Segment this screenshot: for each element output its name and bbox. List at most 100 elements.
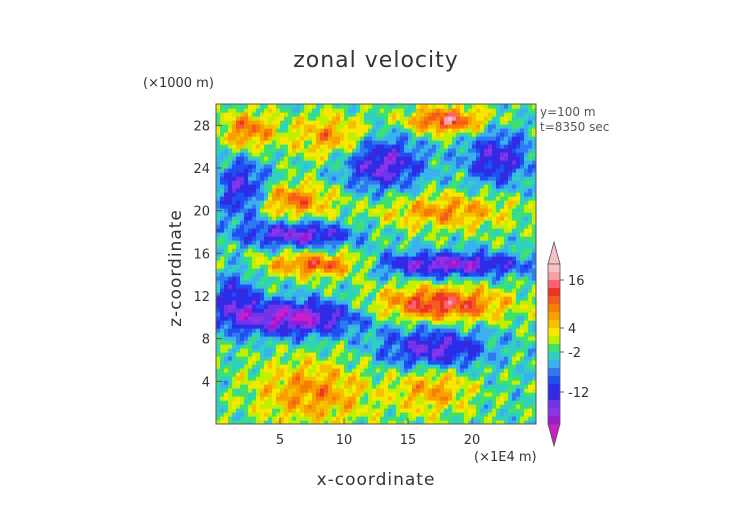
contour-cell [416, 236, 421, 241]
contour-cell [400, 300, 405, 305]
contour-cell [228, 384, 233, 389]
contour-cell [420, 356, 425, 361]
contour-cell [288, 336, 293, 341]
contour-cell [228, 332, 233, 337]
contour-cell [532, 332, 536, 337]
contour-cell [256, 396, 261, 401]
contour-cell [328, 316, 333, 321]
contour-cell [404, 176, 409, 181]
contour-cell [456, 376, 461, 381]
contour-cell [388, 384, 393, 389]
contour-cell [364, 296, 369, 301]
contour-cell [312, 264, 317, 269]
contour-cell [328, 288, 333, 293]
contour-cell [300, 216, 305, 221]
contour-cell [356, 252, 361, 257]
contour-cell [292, 376, 297, 381]
contour-cell [420, 264, 425, 269]
contour-cell [448, 384, 453, 389]
contour-cell [404, 188, 409, 193]
contour-cell [424, 176, 429, 181]
contour-cell [500, 244, 505, 249]
contour-cell [340, 376, 345, 381]
contour-cell [308, 288, 313, 293]
contour-cell [320, 340, 325, 345]
contour-cell [424, 388, 429, 393]
contour-cell [392, 356, 397, 361]
contour-cell [416, 292, 421, 297]
contour-cell [464, 292, 469, 297]
contour-cell [440, 232, 445, 237]
contour-cell [340, 200, 345, 205]
contour-cell [520, 368, 525, 373]
contour-cell [436, 300, 441, 305]
contour-cell [376, 332, 381, 337]
contour-cell [412, 384, 417, 389]
contour-cell [340, 420, 345, 424]
contour-cell [520, 212, 525, 217]
contour-cell [356, 360, 361, 365]
contour-cell [440, 244, 445, 249]
contour-cell [324, 376, 329, 381]
contour-cell [436, 336, 441, 341]
contour-cell [216, 196, 221, 201]
contour-cell [392, 292, 397, 297]
contour-cell [384, 252, 389, 257]
contour-cell [340, 304, 345, 309]
contour-cell [292, 224, 297, 229]
contour-cell [312, 172, 317, 177]
contour-cell [320, 296, 325, 301]
contour-cell [324, 412, 329, 417]
contour-cell [252, 204, 257, 209]
contour-cell [508, 196, 513, 201]
contour-cell [460, 276, 465, 281]
contour-cell [288, 204, 293, 209]
contour-cell [232, 328, 237, 333]
contour-cell [480, 396, 485, 401]
contour-cell [284, 364, 289, 369]
contour-cell [308, 252, 313, 257]
contour-cell [436, 356, 441, 361]
contour-cell [324, 212, 329, 217]
contour-cell [456, 404, 461, 409]
contour-cell [284, 220, 289, 225]
contour-cell [448, 180, 453, 185]
contour-cell [440, 268, 445, 273]
contour-cell [332, 380, 337, 385]
contour-cell [480, 176, 485, 181]
contour-cell [256, 252, 261, 257]
contour-cell [364, 240, 369, 245]
contour-cell [448, 288, 453, 293]
contour-cell [532, 288, 536, 293]
contour-cell [472, 296, 477, 301]
contour-cell [292, 316, 297, 321]
contour-cell [520, 240, 525, 245]
contour-cell [272, 192, 277, 197]
contour-cell [352, 328, 357, 333]
contour-cell [512, 396, 517, 401]
contour-cell [532, 372, 536, 377]
contour-cell [348, 336, 353, 341]
contour-cell [300, 356, 305, 361]
contour-cell [504, 380, 509, 385]
contour-cell [480, 196, 485, 201]
contour-cell [520, 256, 525, 261]
contour-cell [268, 196, 273, 201]
contour-cell [232, 196, 237, 201]
contour-cell [500, 204, 505, 209]
contour-cell [284, 304, 289, 309]
contour-cell [504, 200, 509, 205]
contour-cell [436, 416, 441, 421]
contour-cell [364, 204, 369, 209]
contour-cell [436, 196, 441, 201]
contour-cell [316, 372, 321, 377]
contour-cell [232, 360, 237, 365]
contour-cell [336, 224, 341, 229]
contour-cell [444, 212, 449, 217]
contour-cell [360, 304, 365, 309]
contour-cell [356, 364, 361, 369]
contour-cell [468, 276, 473, 281]
contour-cell [444, 416, 449, 421]
contour-cell [308, 196, 313, 201]
contour-cell [492, 420, 497, 424]
